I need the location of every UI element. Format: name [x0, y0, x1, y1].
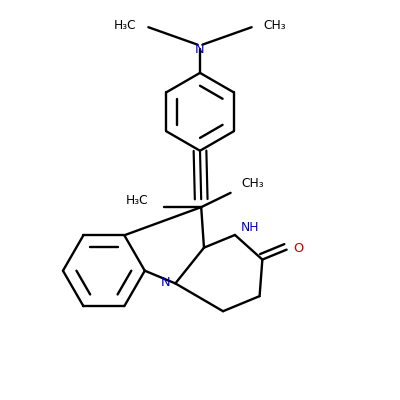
Text: NH: NH — [241, 221, 260, 234]
Text: H₃C: H₃C — [114, 19, 136, 32]
Text: N: N — [161, 276, 171, 289]
Text: CH₃: CH₃ — [264, 19, 286, 32]
Text: O: O — [294, 242, 304, 255]
Text: H₃C: H₃C — [126, 194, 148, 207]
Text: CH₃: CH₃ — [241, 177, 264, 190]
Text: N: N — [195, 42, 205, 56]
